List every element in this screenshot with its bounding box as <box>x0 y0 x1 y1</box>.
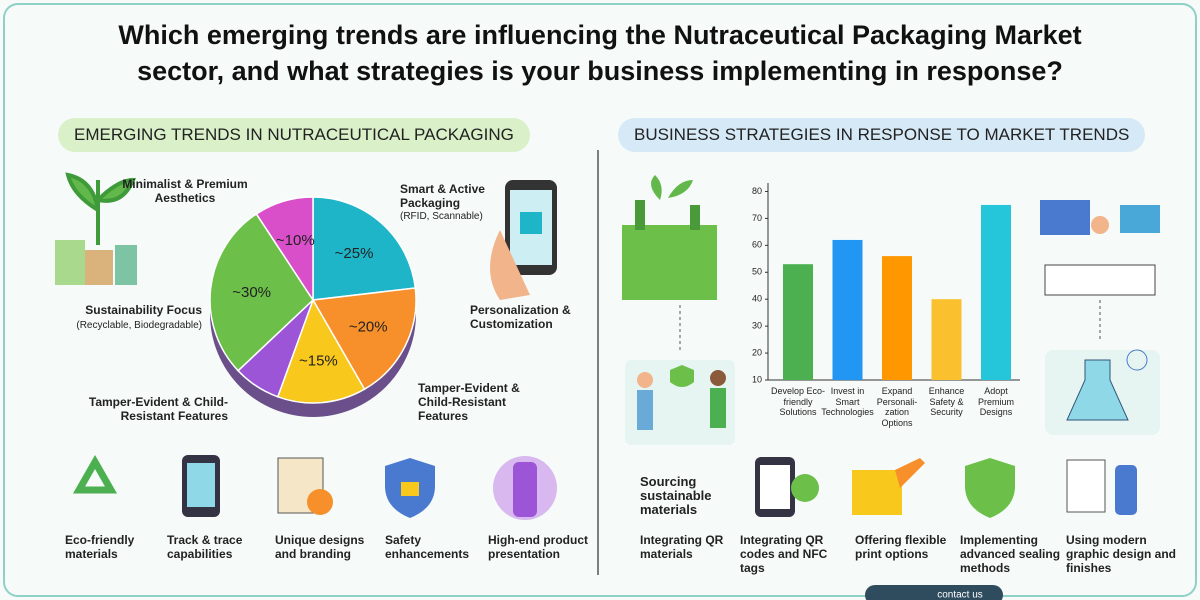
bar <box>882 256 912 380</box>
pie-value-label: ~25% <box>335 245 374 262</box>
feature-caption: High-end product presentation <box>488 533 588 561</box>
bar <box>832 239 863 380</box>
y-tick-label: 20 <box>752 347 762 357</box>
bar-category-label: Enhance Safety & Security <box>928 386 965 417</box>
bar-category-label: Adopt Premium Designs <box>977 386 1014 417</box>
pie-category-label: Smart & Active Packaging <box>400 182 485 210</box>
pie-value-label: ~10% <box>276 232 315 249</box>
bar-category-label: Expand Personali-zation Options <box>876 386 918 428</box>
feature-caption: Eco-friendly materials <box>65 533 135 561</box>
feature-caption: Unique designs and branding <box>275 533 365 561</box>
feature-caption: Integrating QR materials <box>640 533 724 561</box>
pie-category-label: Personalization & Customization <box>470 303 571 331</box>
y-tick-label: 70 <box>752 213 762 223</box>
feature-caption: Track & trace capabilities <box>167 533 243 561</box>
footer-text: contact us <box>937 590 983 600</box>
feature-caption: Integrating QR codes and NFC tags <box>740 533 828 575</box>
bar <box>981 204 1011 380</box>
y-tick-label: 50 <box>752 267 762 277</box>
bar-category-label: Invest in Smart Technologies <box>821 386 874 417</box>
feature-caption: Using modern graphic design and finishes <box>1066 533 1177 575</box>
feature-caption: Safety enhancements <box>385 533 470 561</box>
pie-value-label: ~30% <box>232 284 271 301</box>
side-note: Sourcing sustainable materials <box>640 474 712 517</box>
right-heading: BUSINESS STRATEGIES IN RESPONSE TO MARKE… <box>618 118 1146 152</box>
pie-slice <box>312 196 417 301</box>
factory-icon <box>622 175 717 300</box>
pie-slice <box>276 298 366 404</box>
flask-icon <box>1045 349 1160 435</box>
left-heading: EMERGING TRENDS IN NUTRACEUTICAL PACKAGI… <box>58 118 530 152</box>
feature-caption: Implementing advanced sealing methods <box>960 533 1061 575</box>
phone-icon <box>490 180 557 300</box>
pie-category-label: Tamper-Evident & Child-Resistant Feature… <box>418 381 520 423</box>
pie-value-label: ~15% <box>299 353 338 370</box>
pie-slice <box>209 212 314 372</box>
pie-note: (RFID, Scannable) <box>400 211 483 222</box>
pie-category-label: Minimalist & Premium Aesthetics <box>122 177 248 205</box>
y-tick-label: 10 <box>752 374 762 384</box>
plant-icon <box>55 172 137 285</box>
pie-value-label: ~20% <box>349 319 388 336</box>
y-tick-label: 30 <box>752 321 762 331</box>
footer-pill <box>865 585 1003 600</box>
pie-category-label: Sustainability Focus <box>85 303 202 317</box>
bar <box>931 299 962 380</box>
pie-slice <box>255 196 314 303</box>
pie-chart: ~25% ~20% ~15% ~30% ~10% <box>209 196 417 417</box>
y-tick-label: 40 <box>752 294 762 304</box>
feature-caption: Offering flexible print options <box>855 533 947 561</box>
title-line: sector, and what strategies is your busi… <box>137 56 1063 86</box>
title-line: Which emerging trends are influencing th… <box>118 20 1082 50</box>
feature-icons <box>72 454 1137 520</box>
team-icon <box>625 360 735 445</box>
bar-chart: 10 20 30 40 50 60 70 80 <box>752 183 1020 384</box>
lab-icon <box>1040 200 1160 296</box>
bar-category-label: Develop Eco-friendly Solutions <box>770 386 826 417</box>
y-tick-label: 80 <box>752 186 762 196</box>
pie-category-label: Tamper-Evident & Child-Resistant Feature… <box>88 395 228 423</box>
pie-note: (Recyclable, Biodegradable) <box>76 320 202 331</box>
y-tick-label: 60 <box>752 240 762 250</box>
frame <box>3 3 1197 597</box>
bar <box>783 264 813 380</box>
pie-slice <box>311 287 417 391</box>
